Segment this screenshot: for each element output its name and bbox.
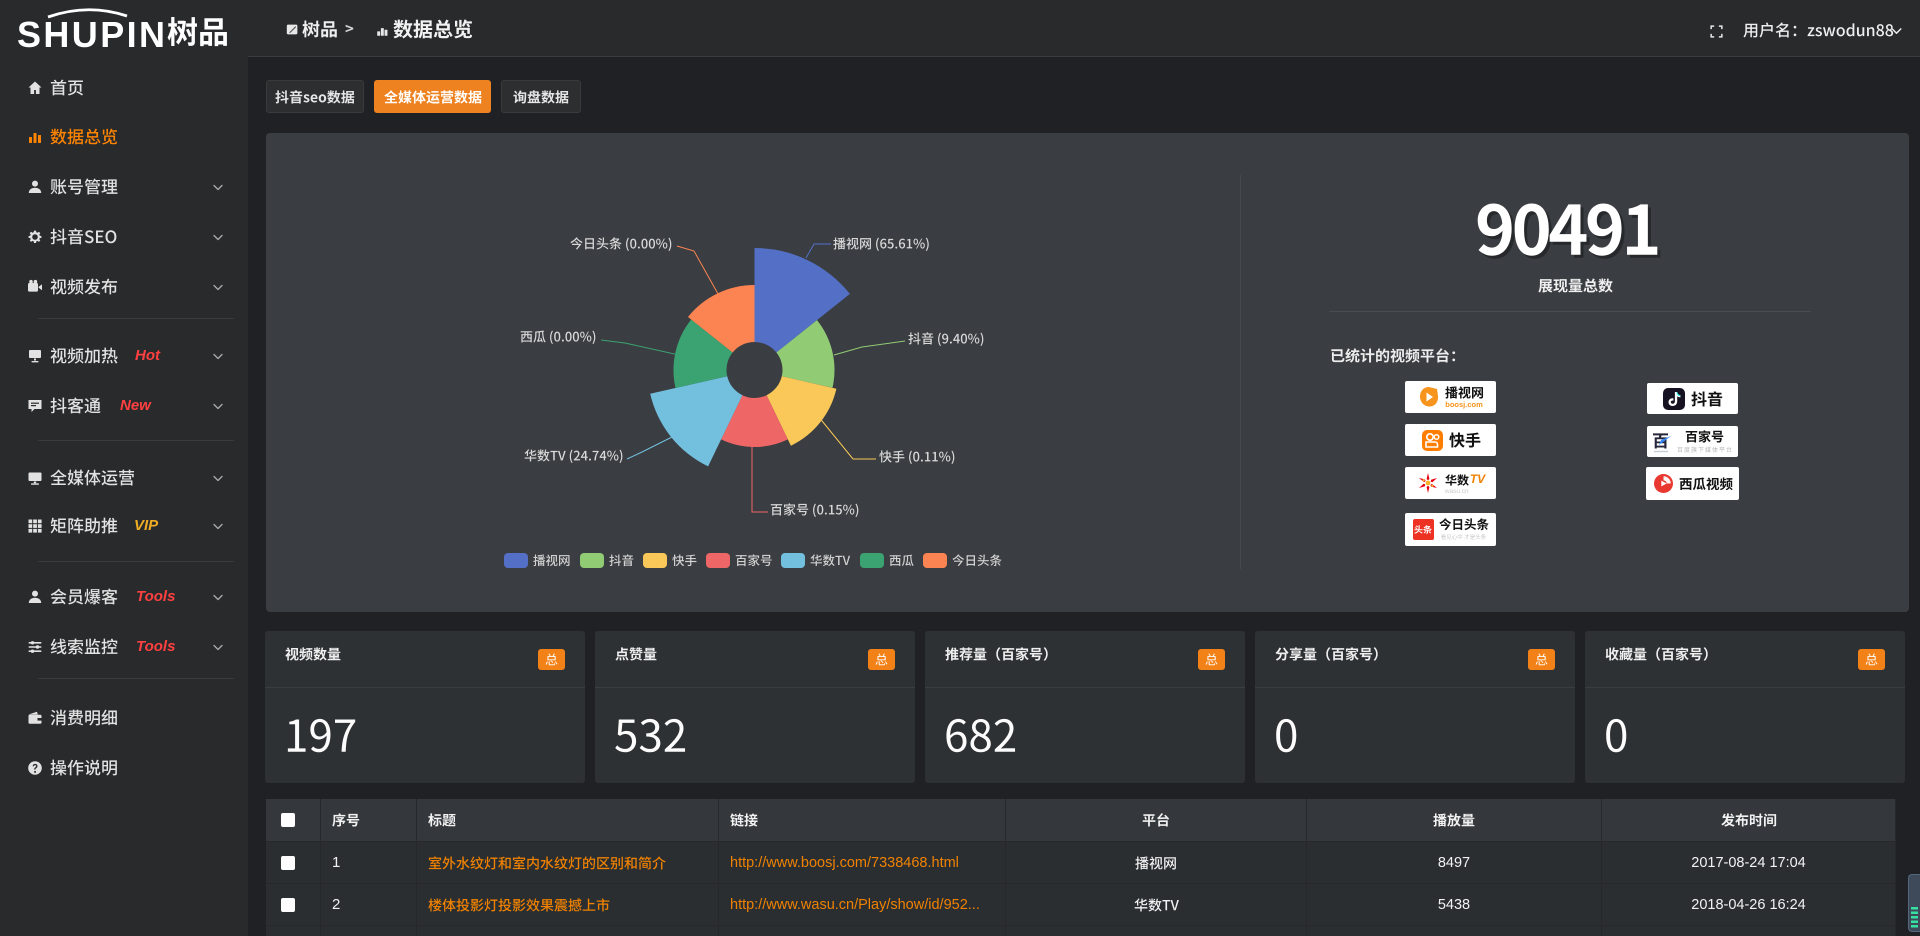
svg-text:SHUPIN: SHUPIN	[17, 14, 165, 55]
